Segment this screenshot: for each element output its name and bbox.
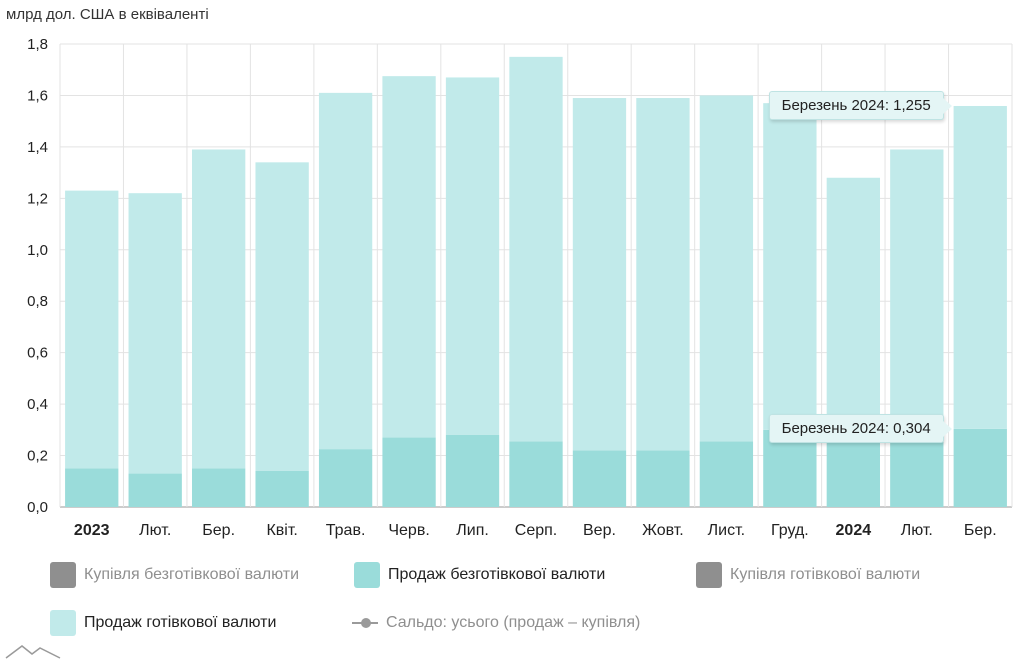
x-tick-label: Черв. [388, 522, 429, 539]
x-tick-label: Лип. [456, 522, 489, 539]
bar-segment-cashless-sell [128, 473, 182, 507]
bar-segment-cash-sell [509, 56, 563, 442]
unit-label: млрд дол. США в еквіваленті [6, 6, 209, 23]
y-tick-label: 1,6 [27, 87, 48, 104]
bar-segment-cash-sell [699, 95, 754, 442]
bar-segment-cashless-sell [65, 468, 119, 507]
x-tick-label: Лист. [708, 522, 745, 539]
x-tick-label: Вер. [583, 522, 616, 539]
bar-segment-cash-sell [445, 77, 500, 435]
y-tick-label: 1,2 [27, 190, 48, 207]
y-tick-label: 0,0 [27, 499, 48, 516]
bar-segment-cashless-sell [318, 449, 373, 507]
bar-segment-cash-sell [826, 177, 880, 435]
x-tick-label: Квіт. [266, 522, 297, 539]
bar-segment-cashless-sell [255, 470, 309, 507]
bar-segment-cashless-sell [382, 437, 436, 507]
bar-segment-cash-sell [255, 162, 309, 471]
legend-item-cash-sell[interactable]: Продаж готівкової валюти [50, 610, 276, 636]
bar-segment-cashless-sell [509, 441, 563, 507]
y-tick-label: 0,8 [27, 293, 48, 310]
mountain-logo-icon [5, 645, 61, 659]
bar-segment-cashless-sell [572, 450, 627, 507]
legend-item-cashless-buy[interactable]: Купівля безготівкової валюти [50, 562, 299, 588]
y-tick-label: 0,4 [27, 396, 48, 413]
legend-swatch [354, 562, 380, 588]
y-tick-label: 1,4 [27, 139, 48, 156]
bar-segment-cash-sell [953, 105, 1007, 429]
tooltip-cash-sell: Березень 2024: 1,255 [768, 91, 952, 121]
x-tick-label: Лют. [901, 522, 933, 539]
legend-line-marker-icon [352, 610, 378, 636]
x-tick-label: Трав. [326, 522, 366, 539]
legend-label: Продаж готівкової валюти [84, 614, 277, 631]
bar-segment-cash-sell [128, 193, 182, 474]
bar-segment-cashless-sell [699, 441, 754, 507]
legend-label: Сальдо: усього (продаж – купівля) [386, 614, 641, 631]
y-tick-label: 1,8 [27, 36, 48, 53]
bar-segment-cashless-sell [636, 450, 690, 507]
legend-item-cash-buy[interactable]: Купівля готівкової валюти [696, 562, 920, 588]
legend-item-balance[interactable]: Сальдо: усього (продаж – купівля) [352, 610, 640, 636]
bar-segment-cashless-sell [826, 434, 880, 507]
bar-segment-cashless-sell [890, 432, 944, 507]
bar-segment-cashless-sell [192, 468, 246, 507]
legend-label: Купівля безготівкової валюти [84, 566, 300, 583]
x-tick-label: Жовт. [642, 522, 684, 539]
bar-segment-cash-sell [65, 190, 119, 469]
y-tick-label: 1,0 [27, 242, 48, 259]
legend-item-cashless-sell[interactable]: Продаж безготівкової валюти [354, 562, 605, 588]
x-tick-label: 2024 [836, 522, 872, 539]
legend: Купівля безготівкової валюти Продаж безг… [0, 556, 1024, 646]
x-tick-label: Бер. [202, 522, 235, 539]
x-tick-label: Бер. [964, 522, 997, 539]
bar-segment-cashless-sell [445, 434, 500, 507]
legend-label: Продаж безготівкової валюти [388, 566, 606, 583]
x-tick-label: 2023 [74, 522, 110, 539]
bar-segment-cashless-sell [953, 428, 1007, 507]
x-tick-label: Груд. [771, 522, 809, 539]
bar-segment-cash-sell [763, 103, 817, 430]
y-tick-label: 0,2 [27, 448, 48, 465]
y-tick-label: 0,6 [27, 345, 48, 362]
legend-label: Купівля готівкової валюти [730, 566, 921, 583]
bar-segment-cash-sell [890, 149, 944, 433]
legend-swatch [50, 610, 76, 636]
x-tick-label: Серп. [515, 522, 557, 539]
bar-segment-cash-sell [572, 98, 627, 451]
bar-segment-cash-sell [382, 76, 436, 438]
stacked-bar-chart: 0,0 0,2 0,4 0,6 0,8 1,0 1,2 1,4 1,6 1,8 2023 Лют. Бе… [27, 36, 1013, 539]
legend-swatch [696, 562, 722, 588]
bar-segment-cash-sell [636, 98, 690, 451]
x-tick-label: Лют. [139, 522, 171, 539]
tooltip-cashless-sell: Березень 2024: 0,304 [768, 414, 952, 444]
legend-swatch [50, 562, 76, 588]
bar-segment-cash-sell [192, 149, 246, 469]
bar-segment-cash-sell [318, 92, 373, 450]
